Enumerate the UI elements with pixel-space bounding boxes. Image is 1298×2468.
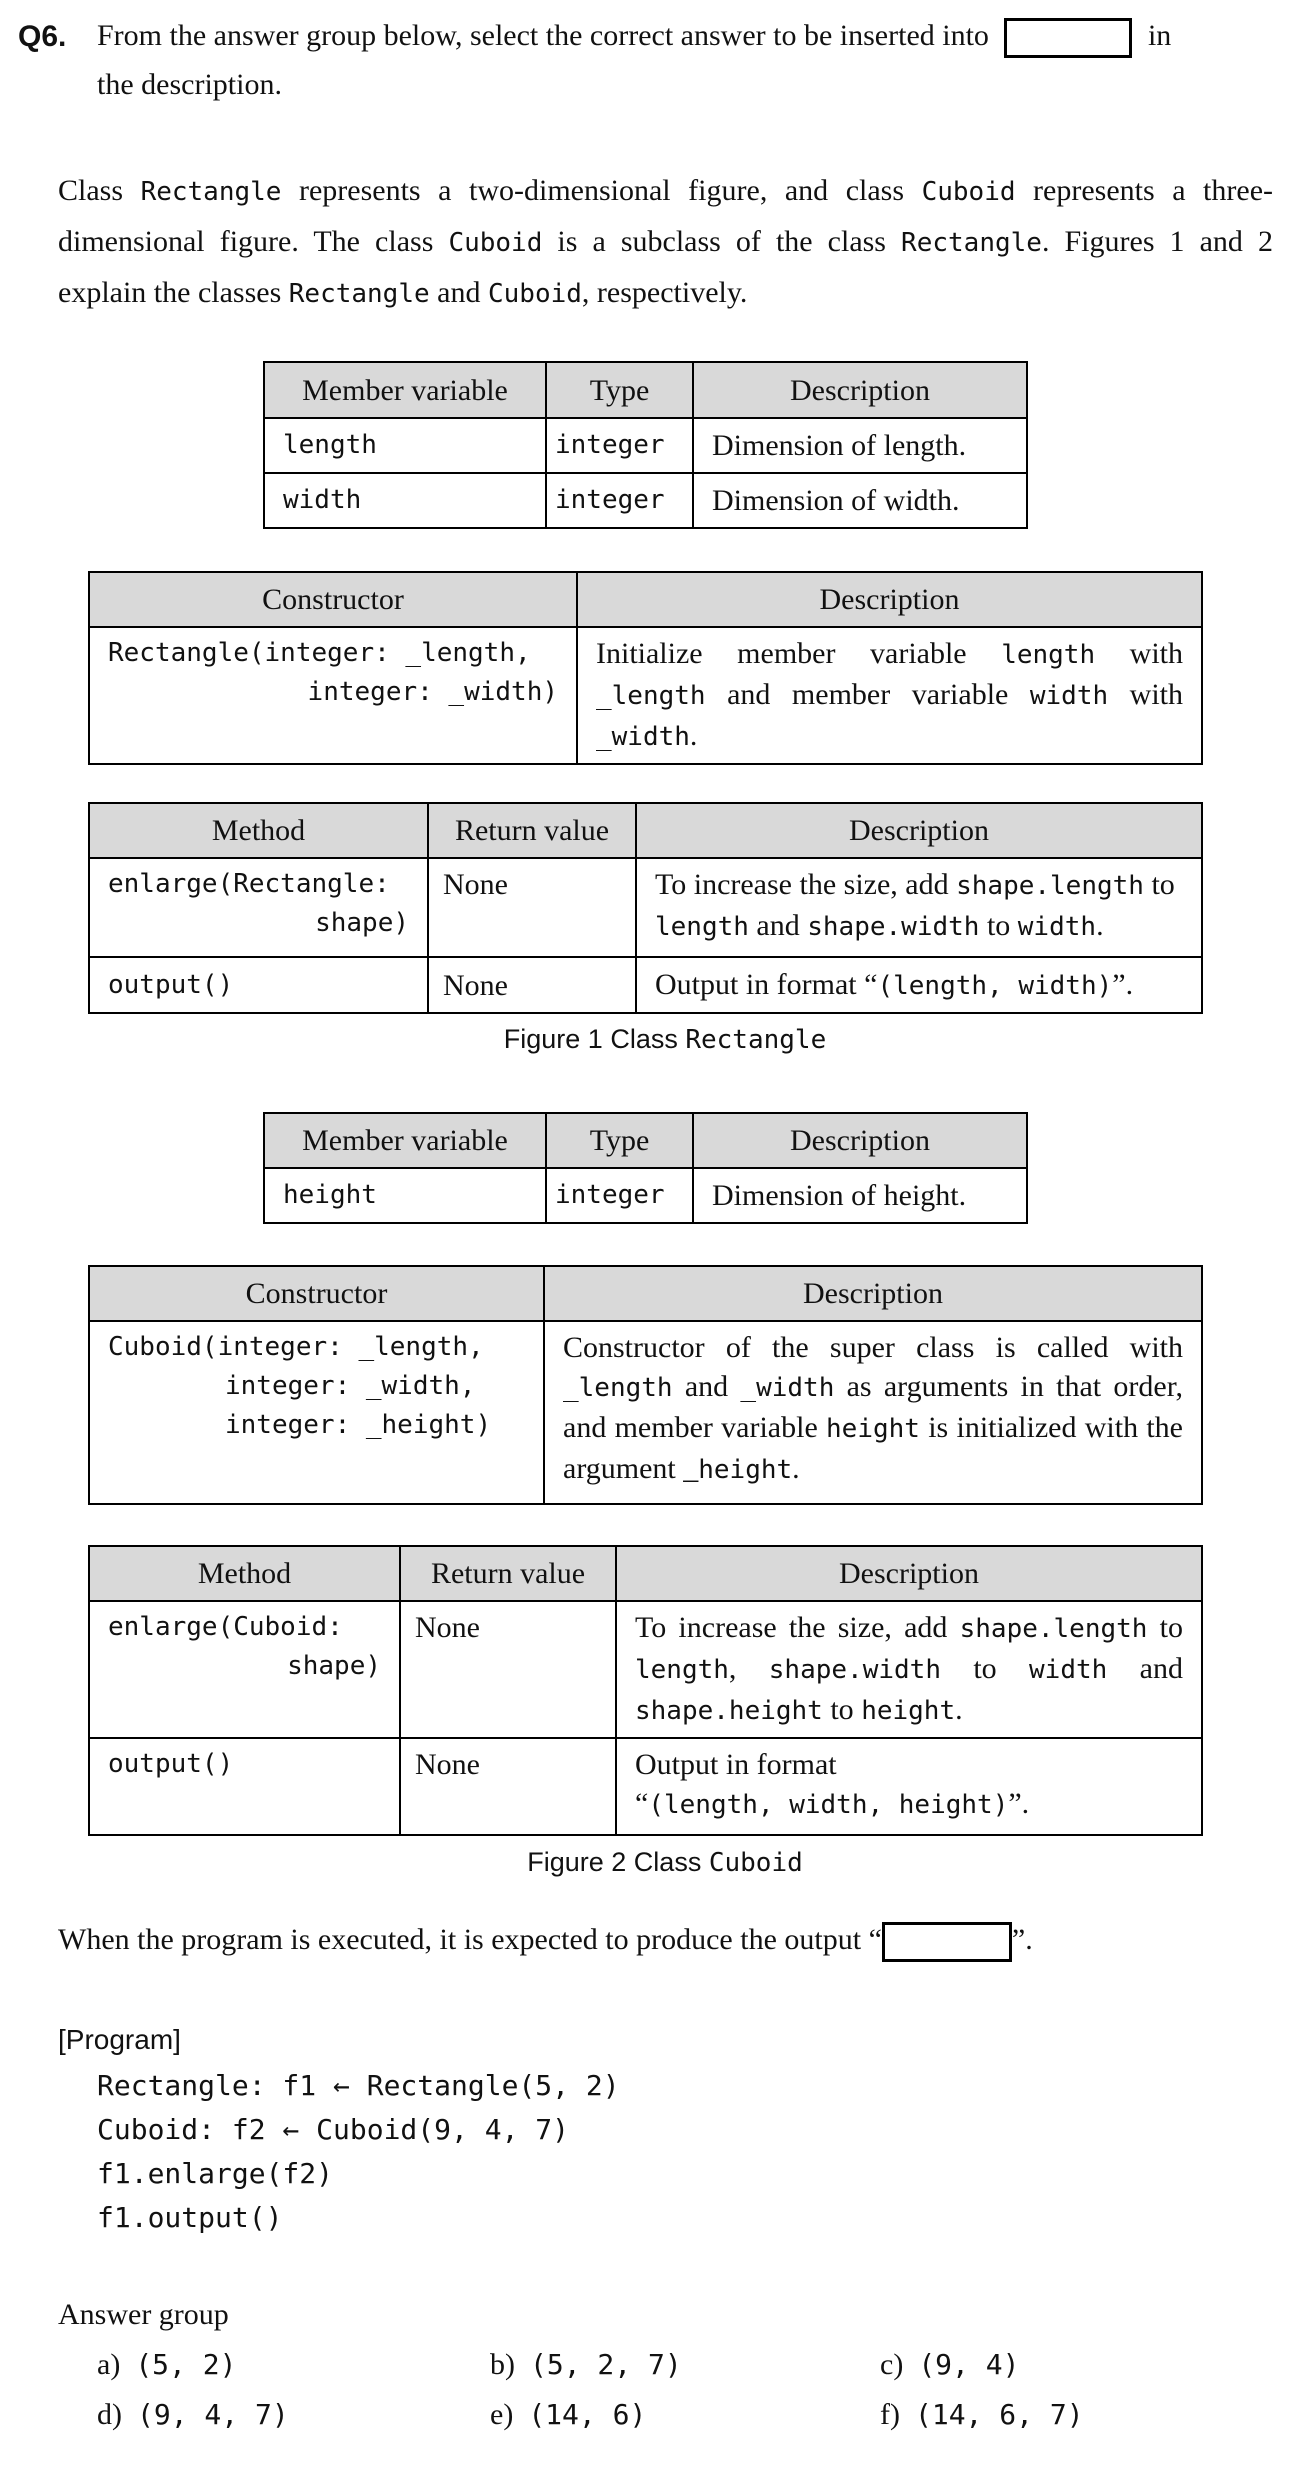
- header-member-variable: Member variable: [263, 361, 547, 419]
- question-number: Q6.: [18, 20, 67, 53]
- header-method: Method: [88, 802, 429, 859]
- output-sentence: When the program is executed, it is expe…: [58, 1922, 1033, 1962]
- header-description: Description: [635, 802, 1203, 859]
- cuboid-variables-table: Member variable Type Description height int…: [263, 1112, 1028, 1224]
- question-prompt-line2: the description.: [97, 68, 282, 101]
- header-method: Method: [88, 1545, 401, 1602]
- question-prompt: From the answer group below, select the …: [97, 18, 1171, 58]
- cuboid-methods-table: Method Return value Description enlarge(Cu…: [88, 1545, 1203, 1836]
- table-row: output() None Output in format “(length,…: [88, 956, 1203, 1014]
- header-return-value: Return value: [399, 1545, 617, 1602]
- header-constructor: Constructor: [88, 1265, 545, 1322]
- figure2-caption: Figure 2 Class Cuboid: [527, 1847, 803, 1878]
- code-line: Cuboid: f2 ← Cuboid(9, 4, 7): [97, 2113, 570, 2146]
- header-type: Type: [545, 1112, 694, 1169]
- answer-option-c[interactable]: c) (9, 4): [880, 2348, 1020, 2381]
- intro-paragraph: Class Rectangle represents a two-dimensi…: [58, 174, 1274, 309]
- table-row: width integer Dimension of width.: [263, 472, 1028, 529]
- rectangle-methods-table: Method Return value Description enlarge(Re…: [88, 802, 1203, 1014]
- header-member-variable: Member variable: [263, 1112, 547, 1169]
- table-row: height integer Dimension of height.: [263, 1167, 1028, 1224]
- header-description: Description: [543, 1265, 1203, 1322]
- table-row: length integer Dimension of length.: [263, 417, 1028, 474]
- table-row: enlarge(Cuboid: shape) None To increase t…: [88, 1600, 1203, 1739]
- code-line: f1.enlarge(f2): [97, 2157, 334, 2190]
- rectangle-variables-table: Member variable Type Description length int…: [263, 361, 1028, 529]
- table-row: output() None Output in format “(length, …: [88, 1737, 1203, 1836]
- answer-blank: [1004, 18, 1133, 58]
- header-description: Description: [576, 571, 1203, 628]
- header-constructor: Constructor: [88, 571, 578, 628]
- program-label: [Program]: [58, 2024, 181, 2055]
- answer-option-a[interactable]: a) (5, 2): [97, 2348, 237, 2381]
- output-blank: [881, 1922, 1012, 1962]
- code-line: f1.output(): [97, 2201, 283, 2234]
- header-description: Description: [692, 361, 1028, 419]
- header-description: Description: [615, 1545, 1203, 1602]
- header-return-value: Return value: [427, 802, 637, 859]
- program-code: Rectangle: f1 ← Rectangle(5, 2) Cuboid: …: [97, 2064, 620, 2240]
- header-description: Description: [692, 1112, 1028, 1169]
- cuboid-constructor-table: Constructor Description Cuboid(integer: _…: [88, 1265, 1203, 1505]
- rectangle-constructor-table: Constructor Description Rectangle(integer…: [88, 571, 1203, 765]
- answer-group-label: Answer group: [58, 2298, 229, 2331]
- table-row: Cuboid(integer: _length, integer: _width,…: [88, 1320, 1203, 1505]
- header-type: Type: [545, 361, 694, 419]
- figure1-caption: Figure 1 Class Rectangle: [503, 1024, 827, 1055]
- answer-option-b[interactable]: b) (5, 2, 7): [490, 2348, 682, 2381]
- answer-option-f[interactable]: f) (14, 6, 7): [880, 2398, 1084, 2431]
- table-row: enlarge(Rectangle: shape) None To increas…: [88, 857, 1203, 958]
- answer-option-d[interactable]: d) (9, 4, 7): [97, 2398, 289, 2431]
- code-line: Rectangle: f1 ← Rectangle(5, 2): [97, 2069, 620, 2102]
- table-row: Rectangle(integer: _length, integer: _wid…: [88, 626, 1203, 765]
- answer-option-e[interactable]: e) (14, 6): [490, 2398, 647, 2431]
